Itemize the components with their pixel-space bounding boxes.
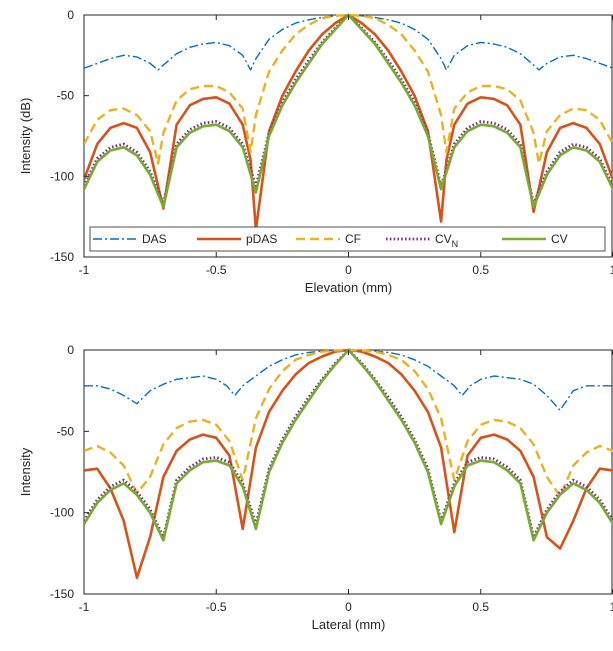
- legend-label: DAS: [142, 232, 167, 246]
- x-axis-label: Elevation (mm): [305, 280, 392, 295]
- y-tick-label: 0: [67, 8, 74, 22]
- legend: DAS pDAS CF CVN CV: [89, 226, 606, 252]
- x-tick-label: -1: [79, 263, 90, 277]
- legend-label: CV: [551, 232, 568, 246]
- legend-label: pDAS: [246, 232, 277, 246]
- chart-2: -1 -0.5 0 0.5 1 0 -50 -100 -150 Lateral (mm) Inten…: [18, 343, 613, 632]
- y-tick-label: -150: [50, 587, 74, 601]
- x-tick-label: 0: [345, 263, 352, 277]
- x-tick-label: -1: [79, 600, 90, 614]
- x-tick-label: 0.5: [472, 263, 489, 277]
- y-tick-label: -50: [57, 424, 75, 438]
- y-axis-label: Intensity: [18, 447, 33, 496]
- plot-area: [83, 14, 613, 258]
- x-tick-label: 0: [345, 600, 352, 614]
- x-tick-label: -0.5: [206, 263, 227, 277]
- y-tick-label: -50: [57, 89, 75, 103]
- x-tick-label: 1: [610, 600, 613, 614]
- y-tick-label: 0: [67, 343, 74, 357]
- y-tick-label: -100: [50, 506, 74, 520]
- x-tick-label: 0.5: [472, 600, 489, 614]
- x-axis-label: Lateral (mm): [312, 617, 386, 632]
- y-tick-label: -100: [50, 169, 74, 183]
- series-line-cf: [84, 13, 613, 165]
- plot-area: [83, 349, 613, 595]
- x-tick-label: 1: [610, 263, 613, 277]
- y-axis-label: Intensity (dB): [18, 98, 33, 175]
- y-tick-label: -150: [50, 250, 74, 264]
- chart-1: -1 -0.5 0 0.5 1 0 -50 -100 -150 Elevation (mm) Int…: [18, 8, 613, 295]
- legend-label: CF: [345, 232, 361, 246]
- x-tick-label: -0.5: [206, 600, 227, 614]
